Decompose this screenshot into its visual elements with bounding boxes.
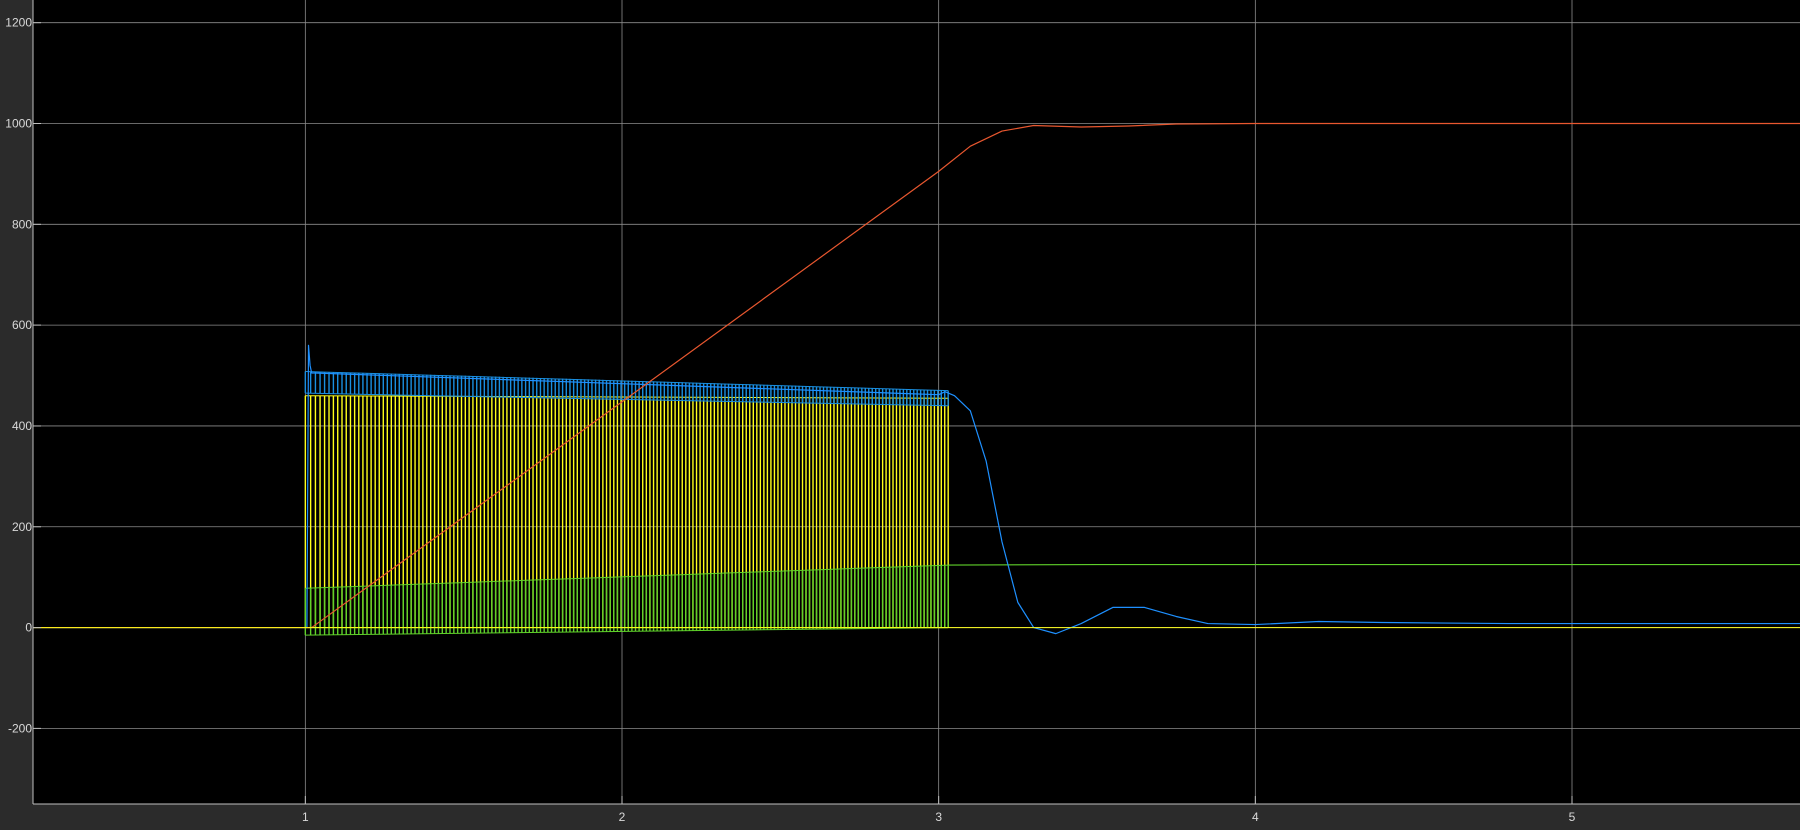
band-top-edge bbox=[305, 371, 949, 392]
switching-band-4 bbox=[304, 371, 949, 406]
y-tick-label: 800 bbox=[12, 217, 32, 231]
y-tick-label: -200 bbox=[8, 721, 32, 735]
band-top-edge bbox=[305, 564, 949, 589]
y-tick-label: 200 bbox=[12, 520, 32, 534]
y-tick-label: 1200 bbox=[5, 16, 32, 30]
y-tick-label: 0 bbox=[25, 621, 32, 635]
switching-band-2 bbox=[304, 395, 949, 628]
x-tick-label: 2 bbox=[619, 810, 626, 824]
y-tick-label: 400 bbox=[12, 419, 32, 433]
x-tick-label: 1 bbox=[302, 810, 309, 824]
x-tick-label: 3 bbox=[935, 810, 942, 824]
series-layer bbox=[33, 122, 1800, 636]
switching-pulses bbox=[304, 565, 949, 636]
band-bottom-edge bbox=[305, 627, 949, 636]
series-line-1 bbox=[33, 344, 1800, 635]
y-tick-label: 600 bbox=[12, 318, 32, 332]
x-tick-label: 4 bbox=[1252, 810, 1259, 824]
x-tick-label: 5 bbox=[1569, 810, 1576, 824]
switching-band-3 bbox=[304, 565, 949, 636]
y-tick-label: 1000 bbox=[5, 116, 32, 130]
switching-pulses bbox=[304, 371, 949, 406]
switching-pulses bbox=[304, 395, 949, 628]
tick-labels: 1 2 3 4 5 -200 0 200 400 600 800 1000 1200 bbox=[5, 16, 1575, 824]
series-tail bbox=[948, 564, 1800, 566]
band-bottom-edge bbox=[305, 392, 949, 407]
axes bbox=[32, 0, 1800, 805]
